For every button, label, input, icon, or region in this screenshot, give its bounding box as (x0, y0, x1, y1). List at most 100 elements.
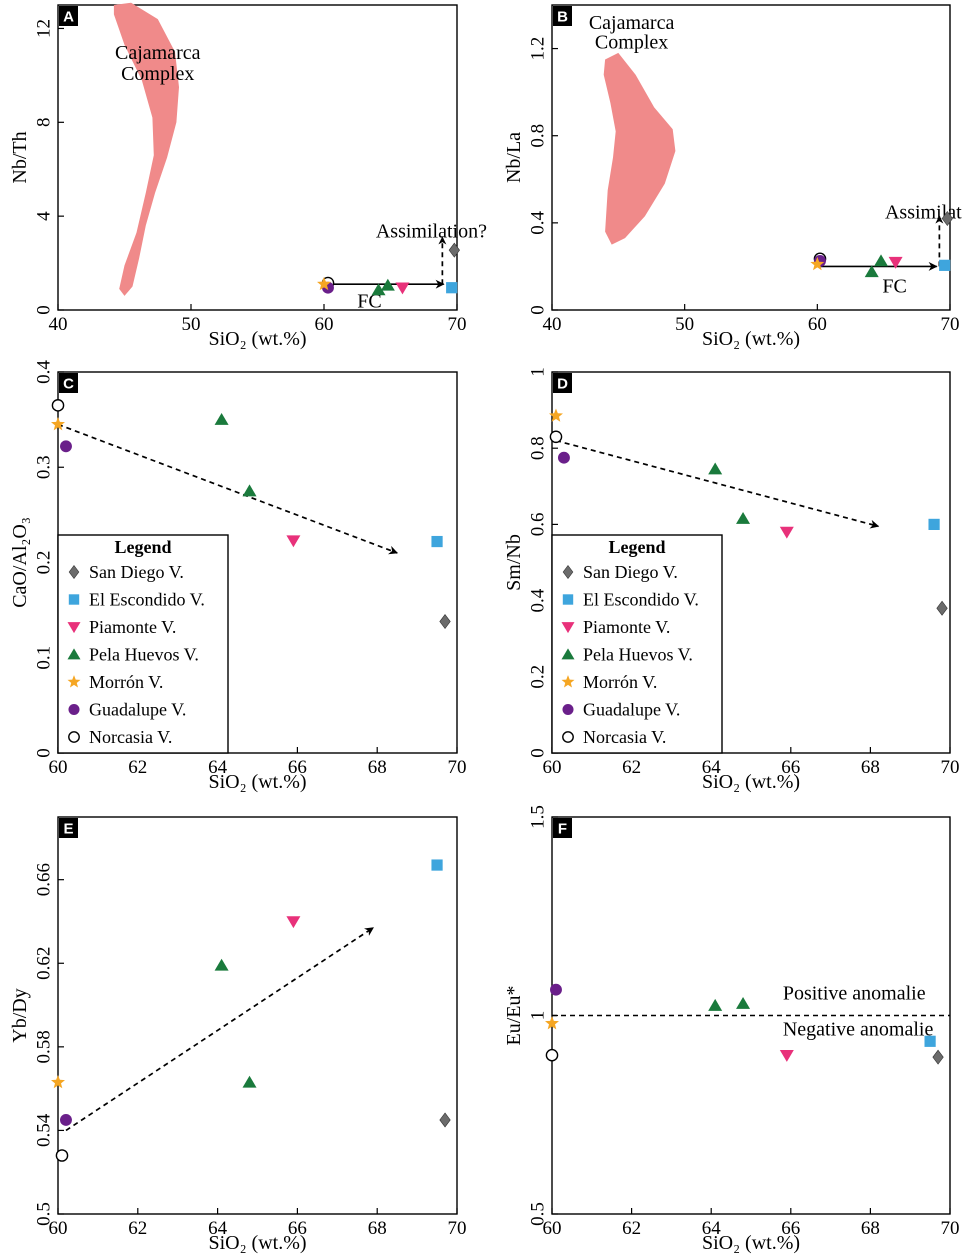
data-point-pela-huevos (242, 1075, 257, 1088)
y-tick-label: 0.62 (34, 947, 55, 980)
data-point-norcasia (55, 1149, 69, 1162)
legend-marker-norcasia (562, 731, 574, 743)
legend-marker-guadalupe (68, 703, 80, 716)
legend-marker-el-escondido (562, 594, 574, 605)
panel-letter: E (63, 821, 73, 838)
legend-marker-morron (561, 675, 575, 688)
y-tick-label: 1.5 (528, 805, 549, 829)
panel-letter-badge (59, 818, 78, 838)
data-point-piamonte (779, 526, 794, 539)
x-tick-label: 64 (208, 1218, 228, 1239)
legend-box (57, 534, 229, 754)
y-tick-label: 4 (34, 211, 55, 221)
x-tick-label: 70 (941, 314, 960, 335)
x-axis-title: SiO₂ (wt.%) (208, 1232, 306, 1254)
field-label: Cajamarca (115, 42, 201, 64)
data-point-pela-huevos (736, 512, 751, 524)
panel-b: B 40 50 60 70 0 0.4 0.8 1.2 SiO₂ (wt.%) Nb/La Cajam… (503, 4, 962, 350)
x-tick-label: 60 (315, 314, 334, 335)
data-point-pela-huevos (371, 283, 386, 296)
data-point-piamonte (286, 916, 301, 929)
data-point-san-diego (439, 614, 451, 630)
x-tick-label: 60 (543, 757, 562, 778)
legend-label: Piamonte V. (583, 617, 670, 637)
data-point-san-diego (439, 1112, 451, 1128)
data-point-norcasia (545, 1048, 559, 1062)
legend-label: El Escondido V. (89, 590, 205, 610)
x-tick-label: 60 (49, 1218, 68, 1239)
legend-label: Piamonte V. (89, 617, 176, 637)
data-point-el-escondido (431, 535, 443, 548)
y-axis-title: Nb/Th (9, 131, 31, 183)
field-label: Cajamarca (589, 12, 675, 34)
legend: Legend San Diego V. El Escondido V. Piamont… (551, 534, 723, 754)
data-point-pela-huevos (736, 996, 751, 1009)
panel-e: E 60 62 64 66 68 70 0.5 0.54 0.58 0.62 0.66 SiO₂ (wt… (9, 816, 467, 1254)
plot-frame (57, 4, 458, 311)
legend-marker-san-diego (562, 565, 574, 579)
data-point-el-escondido (924, 1035, 936, 1047)
y-tick-label: 0.2 (528, 665, 549, 689)
x-tick-label: 68 (368, 757, 387, 778)
data-point-san-diego (448, 242, 460, 258)
panel-letter-badge (59, 373, 78, 393)
plot-frame (57, 816, 458, 1215)
y-tick-label: 1.2 (528, 37, 549, 61)
data-point-pela-huevos (214, 412, 229, 425)
annotation: FC (882, 276, 906, 298)
panel-letter-badge (59, 6, 78, 26)
y-tick-label: 0.4 (528, 588, 549, 612)
annotation: Negative anomalie (783, 1018, 934, 1040)
legend-label: San Diego V. (89, 562, 184, 582)
x-tick-label: 62 (622, 1218, 641, 1239)
y-tick-label: 1 (528, 367, 549, 377)
y-tick-label: 0.4 (528, 210, 549, 234)
data-point-el-escondido (928, 518, 940, 530)
x-axis-title: SiO₂ (wt.%) (702, 328, 800, 350)
x-tick-label: 70 (941, 1218, 960, 1239)
trend-arrow (555, 439, 880, 529)
y-tick-label: 0.54 (34, 1113, 55, 1147)
data-point-morron (317, 276, 331, 291)
data-point-piamonte (395, 282, 410, 295)
data-point-guadalupe (60, 1114, 72, 1126)
y-tick-label: 12 (34, 19, 55, 38)
x-axis-title: SiO₂ (wt.%) (702, 771, 800, 793)
legend-marker-norcasia (68, 731, 80, 743)
data-point-el-escondido (446, 282, 458, 294)
x-tick-label: 70 (448, 314, 467, 335)
cajamarca-complex-field (603, 52, 676, 245)
y-tick-label: 0.3 (34, 455, 55, 479)
x-tick-label: 68 (861, 1218, 880, 1239)
panel-letter-badge (553, 818, 572, 838)
data-point-pela-huevos (242, 484, 257, 497)
legend-title: Legend (114, 537, 171, 557)
x-tick-label: 66 (781, 1218, 800, 1239)
data-point-guadalupe (60, 440, 72, 453)
x-tick-label: 40 (543, 314, 562, 335)
panel-letter: B (557, 9, 568, 26)
legend-marker-pela-huevos (67, 648, 81, 660)
y-tick-label: 0.8 (528, 124, 549, 148)
x-tick-label: 64 (702, 757, 722, 778)
y-axis-title: CaO/Al₂O₃ (9, 517, 31, 608)
y-tick-label: 0 (34, 748, 55, 758)
x-tick-label: 62 (622, 757, 641, 778)
trend-arrow (57, 423, 398, 555)
data-point-san-diego (932, 1049, 944, 1065)
x-tick-label: 66 (288, 1218, 307, 1239)
legend-marker-piamonte (561, 622, 575, 634)
legend-marker-pela-huevos (561, 648, 575, 660)
x-tick-label: 62 (128, 1218, 147, 1239)
data-point-norcasia (51, 399, 65, 412)
panel-letter: A (63, 9, 74, 26)
annotation: Assimilation? (376, 220, 487, 242)
y-tick-label: 0 (34, 305, 55, 315)
data-point-morron (545, 1016, 559, 1030)
legend: Legend San Diego V. El Escondido V. Piamont… (57, 534, 229, 754)
y-axis-title: Eu/Eu* (503, 986, 525, 1046)
legend-marker-guadalupe (562, 703, 574, 716)
field-label: Complex (121, 63, 194, 85)
x-tick-label: 66 (288, 757, 307, 778)
